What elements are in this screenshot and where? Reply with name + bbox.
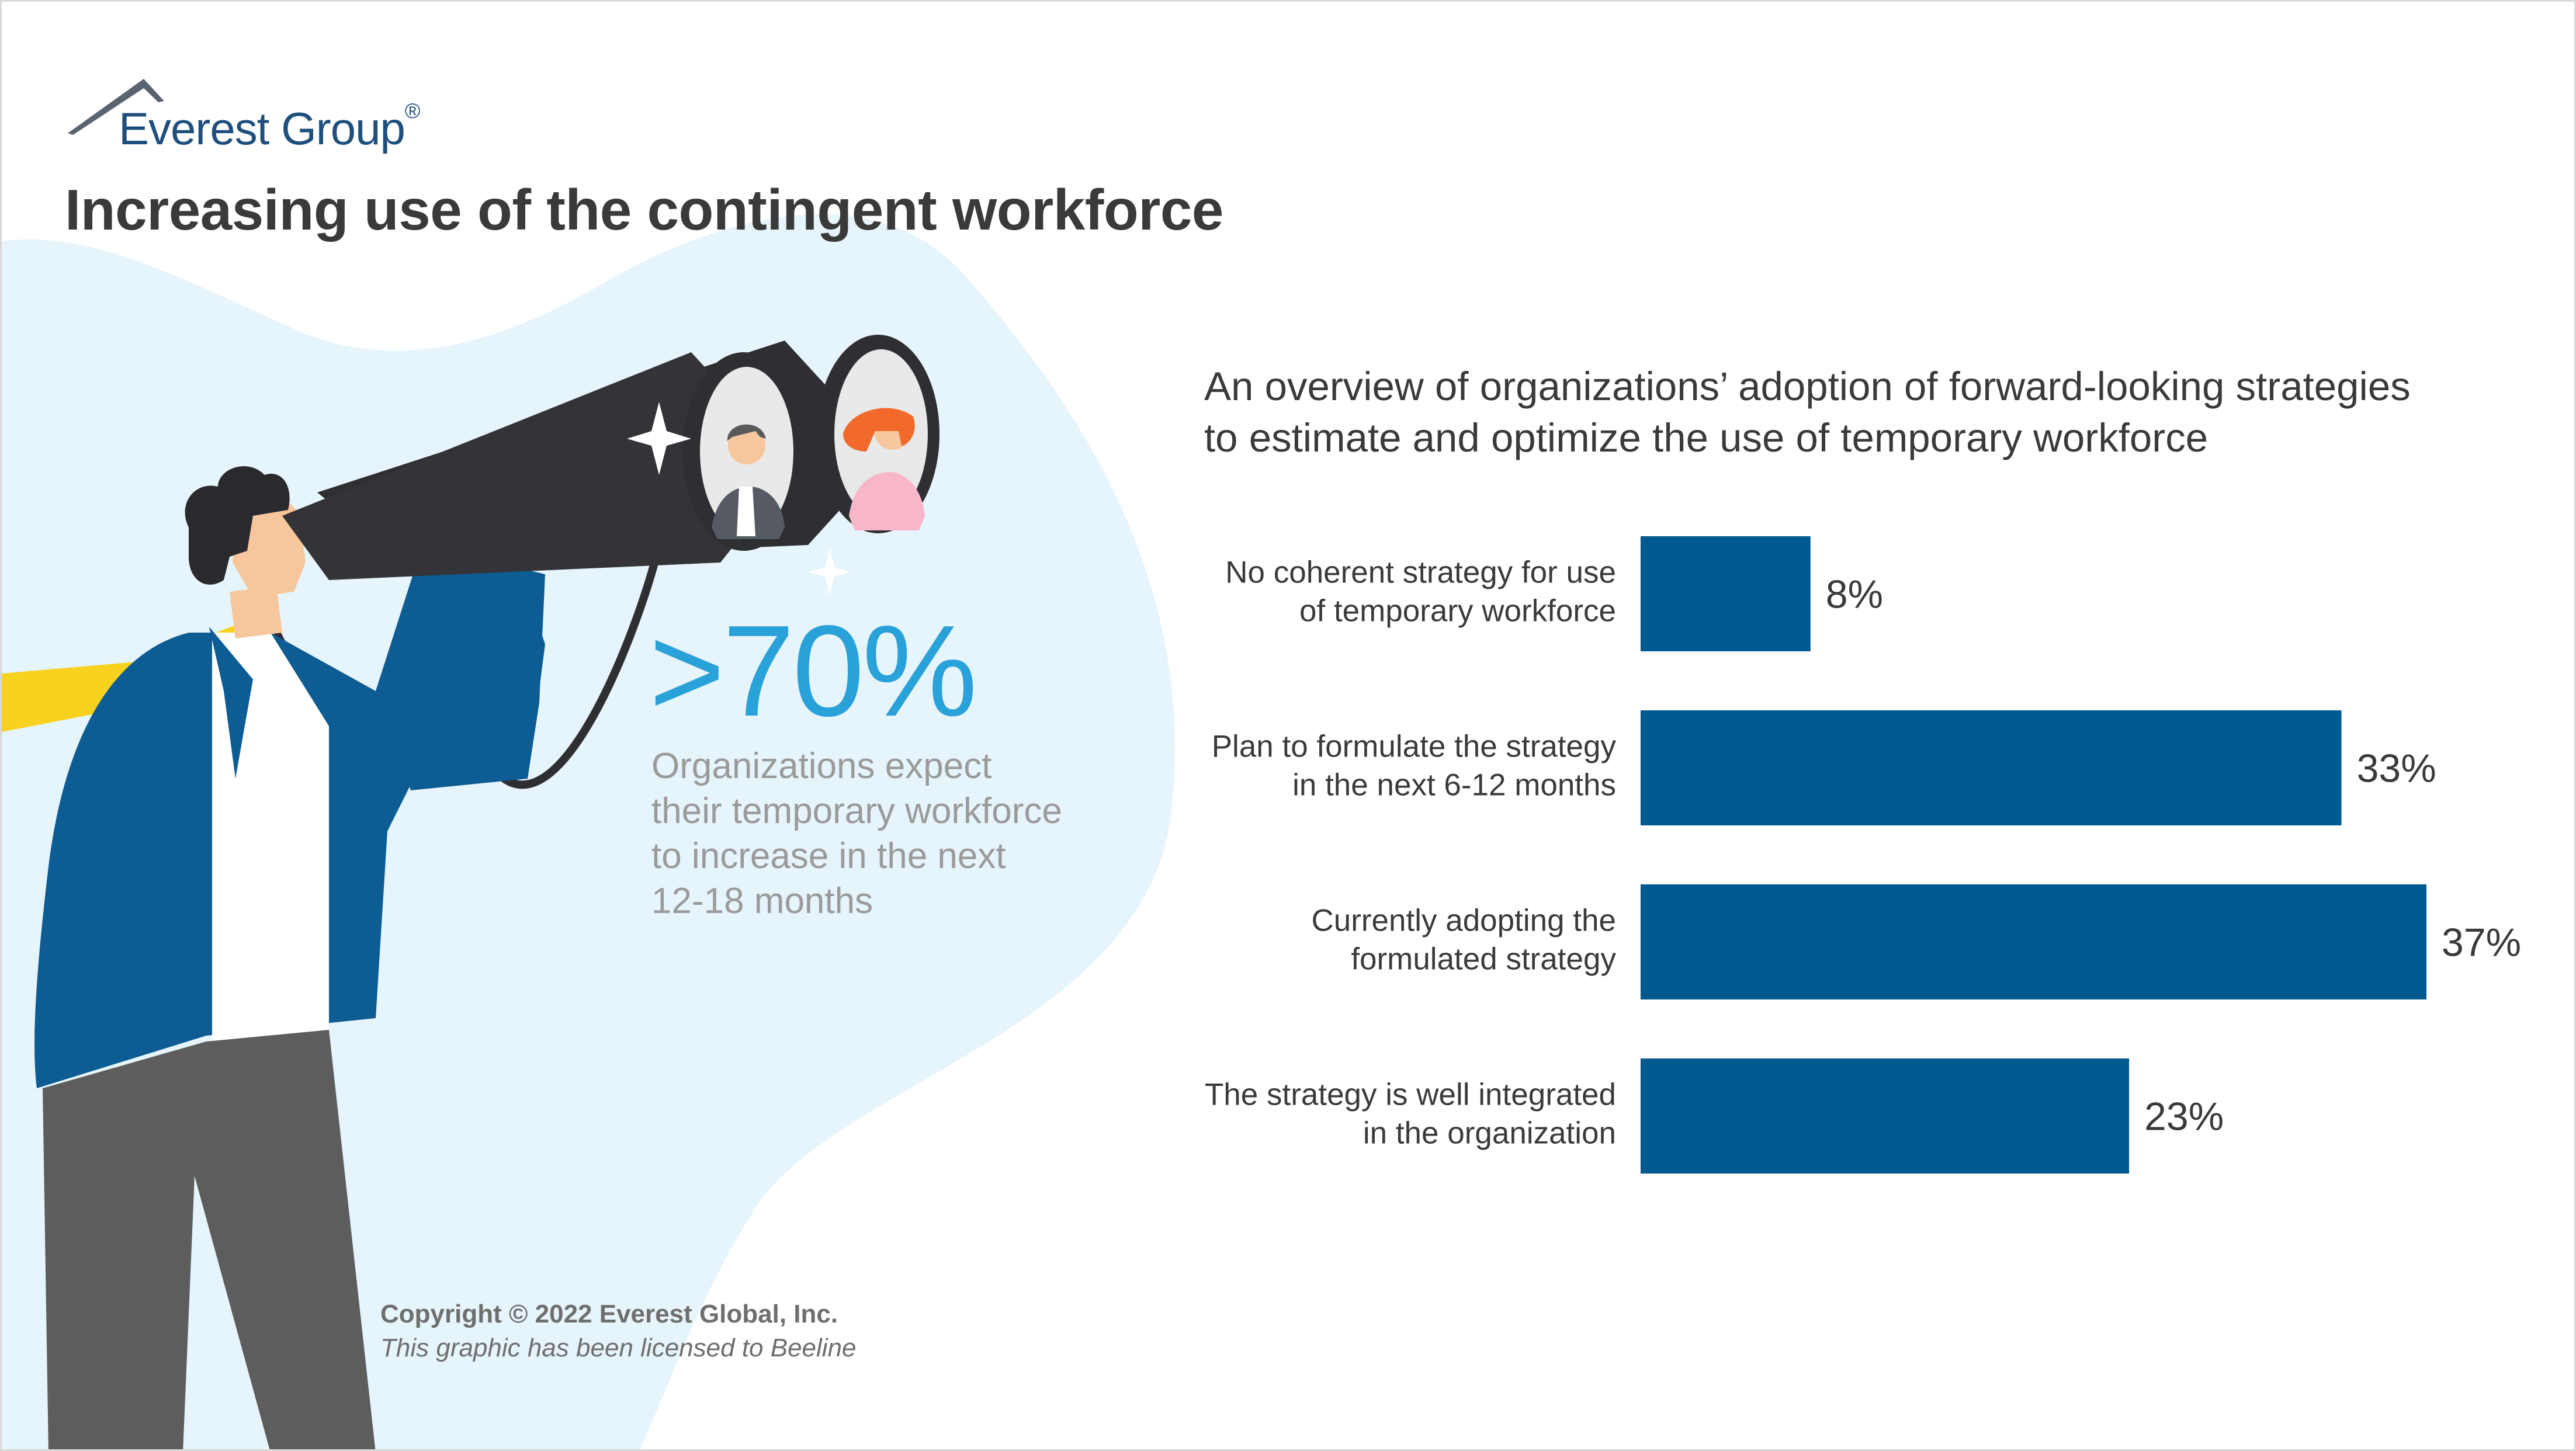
sparkle-icon (627, 402, 691, 475)
pants (43, 1030, 376, 1449)
highlight-description-line: Organizations expect (651, 746, 992, 786)
chart-subtitle: An overview of organizations’ adoption o… (1204, 361, 2411, 464)
hair (185, 466, 290, 585)
registered-mark: ® (404, 99, 421, 123)
lapel (209, 627, 253, 779)
category-label: No coherent strategy for use (1225, 556, 1616, 590)
arm (376, 545, 545, 790)
brand-logo: Everest Group® (65, 72, 420, 159)
category-label: in the next 6-12 months (1292, 768, 1616, 803)
man-avatar-icon (712, 424, 785, 539)
bar-chart: 8% No coherent strategy for use of tempora… (1205, 536, 2521, 1174)
category-label: The strategy is well integrated (1205, 1078, 1616, 1112)
highlight-description-line: their temporary workforce (651, 791, 1062, 831)
bar (1641, 536, 1811, 651)
bar-value-label: 23% (2144, 1095, 2224, 1139)
bar-value-label: 37% (2442, 921, 2521, 965)
bar-value-label: 33% (2357, 747, 2436, 791)
category-label: Currently adopting the (1312, 904, 1617, 938)
neck (230, 586, 282, 638)
chart-subtitle-line: An overview of organizations’ adoption o… (1204, 364, 2411, 409)
roof-icon (68, 79, 164, 135)
copyright-text: Copyright © 2022 Everest Global, Inc. (380, 1300, 838, 1328)
bar (1641, 884, 2426, 999)
bar (1641, 1058, 2130, 1174)
page-title: Increasing use of the contingent workfor… (65, 178, 1223, 242)
category-label: Plan to formulate the strategy (1212, 730, 1617, 764)
highlight-description-line: to increase in the next (651, 836, 1006, 876)
highlight-description-line: 12-18 months (651, 881, 873, 921)
category-label: of temporary workforce (1299, 594, 1616, 629)
license-text: This graphic has been licensed to Beelin… (380, 1334, 857, 1362)
binocular-barrel-front (282, 352, 767, 580)
category-label: in the organization (1363, 1116, 1616, 1151)
bar (1641, 710, 2342, 825)
bar-value-label: 8% (1826, 572, 1883, 617)
woman-avatar-icon (843, 408, 925, 530)
highlight-stat: >70% (649, 599, 977, 744)
highlight-description: Organizations expect their temporary wor… (651, 744, 1095, 924)
brand-name: Everest Group® (119, 99, 421, 154)
man-with-binoculars-icon (2, 335, 939, 1449)
sparkle-icon (809, 548, 850, 596)
category-label: formulated strategy (1351, 942, 1616, 977)
chart-subtitle-line: to estimate and optimize the use of temp… (1204, 415, 2209, 460)
